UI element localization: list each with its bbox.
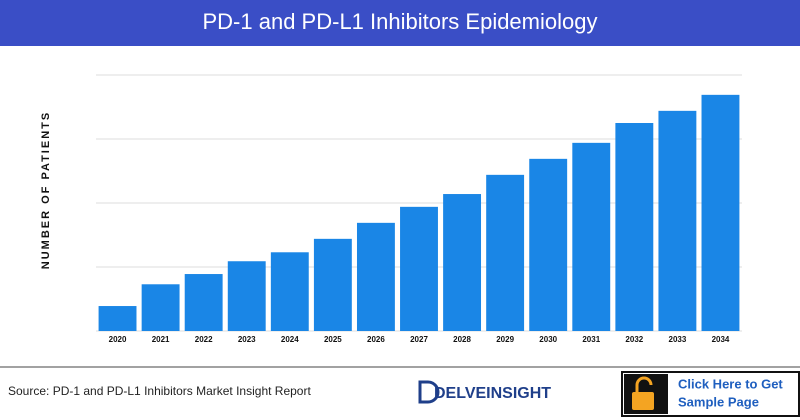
bar xyxy=(529,158,568,331)
button-text[interactable]: Sample Page xyxy=(678,394,759,409)
bar xyxy=(270,252,309,331)
bar xyxy=(400,206,438,331)
lock-shackle xyxy=(635,376,653,392)
x-tick-label: 2033 xyxy=(669,335,687,344)
bar xyxy=(141,284,180,331)
x-tick-label: 2028 xyxy=(453,335,471,344)
bar xyxy=(184,274,223,331)
bar xyxy=(443,194,482,331)
x-tick-label: 2024 xyxy=(281,335,299,344)
x-tick-label: 2030 xyxy=(539,335,557,344)
chart-title: PD-1 and PD-L1 Inhibitors Epidemiology xyxy=(203,9,598,34)
bar xyxy=(227,261,266,331)
title-banner xyxy=(0,0,800,46)
x-tick-label: 2034 xyxy=(712,335,730,344)
y-axis-label: NUMBER OF PATIENTS xyxy=(40,111,52,269)
x-tick-label: 2025 xyxy=(324,335,342,344)
bar xyxy=(313,238,352,331)
bar xyxy=(486,174,525,331)
x-tick-label: 2029 xyxy=(496,335,514,344)
x-tick-label: 2022 xyxy=(195,335,213,344)
x-tick-label: 2020 xyxy=(109,335,127,344)
x-tick-label: 2026 xyxy=(367,335,385,344)
logo: DELVEINSIGHT xyxy=(418,380,551,404)
x-tick-label: 2031 xyxy=(582,335,600,344)
logo-text: DELVEINSIGHT xyxy=(434,385,551,402)
bar xyxy=(356,222,395,331)
x-tick-label: 2021 xyxy=(152,335,170,344)
sample-button[interactable]: Click Here to Get Sample Page xyxy=(621,371,800,417)
bar xyxy=(658,110,697,331)
bar xyxy=(615,123,654,331)
x-tick-label: 2023 xyxy=(238,335,256,344)
logo-icon xyxy=(418,380,440,404)
button-text[interactable]: Click Here to Get xyxy=(678,376,783,391)
x-tick-label: 2027 xyxy=(410,335,428,344)
source: Source: PD-1 and PD-L1 Inhibitors Market… xyxy=(8,384,311,398)
bar xyxy=(98,306,137,331)
bar xyxy=(572,142,611,331)
x-tick-label: 2032 xyxy=(625,335,643,344)
lock-body xyxy=(632,392,654,410)
bar xyxy=(701,94,740,331)
